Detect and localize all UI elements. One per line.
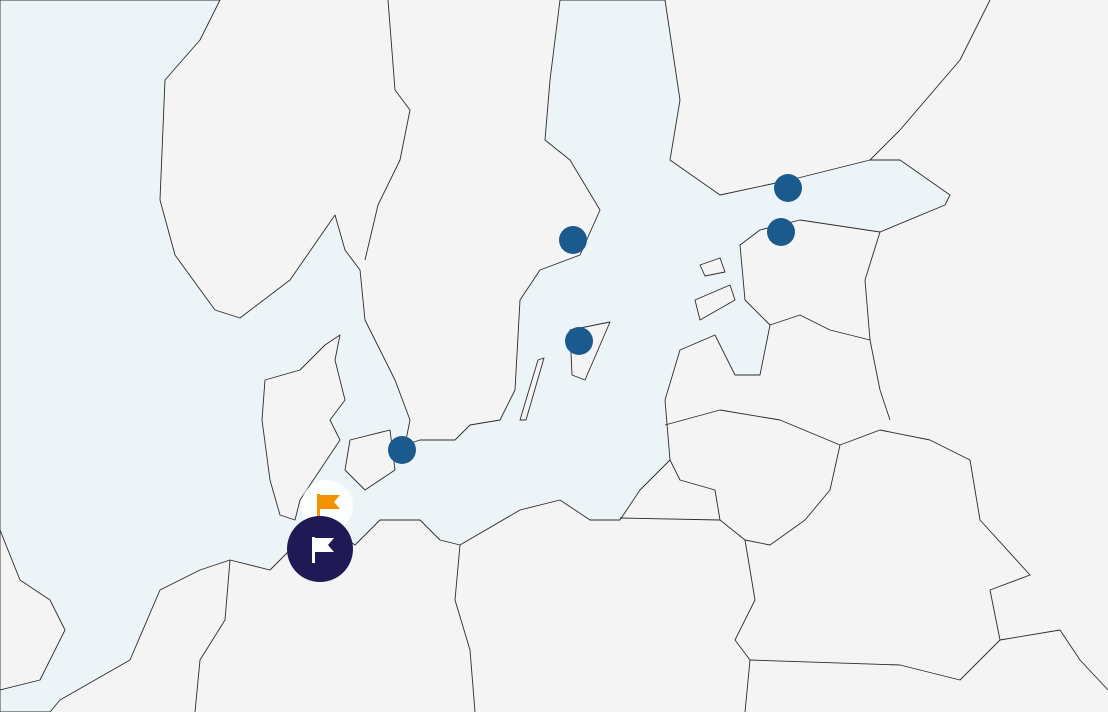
border xyxy=(194,559,231,712)
flag xyxy=(320,495,340,509)
location-pin[interactable] xyxy=(559,226,587,254)
border xyxy=(864,231,881,341)
border xyxy=(769,314,891,421)
border xyxy=(869,0,991,161)
border xyxy=(734,539,756,712)
denmark xyxy=(261,334,346,521)
flag xyxy=(315,538,334,552)
current-flag-marker[interactable] xyxy=(287,516,353,582)
border xyxy=(879,429,1108,691)
flag-pole xyxy=(317,494,320,518)
location-pin[interactable] xyxy=(767,218,795,246)
hiiumaa xyxy=(699,257,726,277)
border xyxy=(749,639,1001,681)
border xyxy=(454,544,476,712)
flag-pole xyxy=(312,537,315,563)
location-pin[interactable] xyxy=(774,174,802,202)
location-pin[interactable] xyxy=(388,436,416,464)
location-pin[interactable] xyxy=(565,327,593,355)
oland xyxy=(519,357,545,421)
zealand xyxy=(344,429,396,491)
sea xyxy=(0,0,951,712)
border xyxy=(719,444,841,546)
great-britain xyxy=(0,529,66,691)
saaremaa xyxy=(694,284,736,321)
border xyxy=(664,409,881,446)
border xyxy=(619,459,721,521)
border xyxy=(364,0,411,261)
